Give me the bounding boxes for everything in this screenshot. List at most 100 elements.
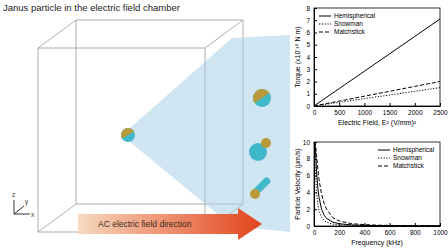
chamber-edge bbox=[76, 20, 77, 204]
legend-swatch bbox=[378, 158, 390, 159]
tick-mark bbox=[314, 57, 317, 58]
x-axis-title: Electric Field, E² (V/mm)² bbox=[338, 119, 417, 127]
tick-label: 2 bbox=[306, 78, 310, 85]
tick-label: 4 bbox=[306, 54, 310, 61]
legend-entry: Hemispherical bbox=[319, 12, 376, 20]
tick-mark bbox=[415, 103, 416, 106]
tick-mark bbox=[390, 103, 391, 106]
zoom-beam bbox=[130, 35, 290, 232]
legend-entry: Matchstick bbox=[378, 162, 424, 169]
figure: Janus particle in the electric field cha… bbox=[0, 0, 448, 252]
triad-axis bbox=[14, 200, 15, 214]
legend-entry: Matchstick bbox=[319, 28, 365, 35]
tick-label: 2500 bbox=[433, 109, 448, 116]
field-label: AC electric field direction bbox=[98, 219, 192, 229]
chamber-edge bbox=[76, 20, 243, 21]
tick: 500 bbox=[334, 103, 345, 116]
series-line bbox=[315, 150, 440, 226]
legend-entry: Snowman bbox=[319, 20, 363, 27]
tick: 2 bbox=[306, 78, 317, 85]
triad-label: y bbox=[25, 198, 29, 206]
tick-label: 6 bbox=[306, 172, 310, 179]
tick-label: 800 bbox=[410, 229, 421, 236]
legend-swatch bbox=[378, 150, 390, 151]
triad-axis bbox=[14, 214, 30, 215]
tick: 6 bbox=[306, 29, 317, 36]
tick-label: 0 bbox=[313, 229, 317, 236]
legend-swatch bbox=[319, 24, 331, 25]
axis-line bbox=[314, 143, 315, 227]
legend-swatch bbox=[319, 32, 331, 33]
tick: 2500 bbox=[433, 103, 448, 116]
tick: 7 bbox=[306, 17, 317, 24]
series-line bbox=[314, 82, 440, 107]
chamber-edge bbox=[38, 20, 76, 48]
tick: 4 bbox=[306, 189, 317, 196]
tick: 5 bbox=[306, 41, 317, 48]
tick-label: 0 bbox=[313, 109, 317, 116]
chart: 020040060080010000246810Frequency (kHz)P… bbox=[294, 139, 448, 247]
tick-mark bbox=[314, 69, 317, 70]
tick-mark bbox=[314, 8, 317, 9]
tick: 1000 bbox=[358, 103, 373, 116]
legend-label: Hemispherical bbox=[334, 12, 376, 20]
axis-triad: z yx bbox=[12, 191, 35, 218]
tick: 2000 bbox=[408, 103, 423, 116]
plot-frame bbox=[314, 8, 440, 106]
tick-label: 5 bbox=[306, 41, 310, 48]
y-axis-title: Particle Velocity (μm/s) bbox=[294, 148, 302, 219]
tick-label: 2 bbox=[306, 206, 310, 213]
matchstick-head bbox=[250, 189, 260, 199]
y-axis: 012345678 bbox=[306, 5, 317, 110]
tick-label: 4 bbox=[306, 189, 310, 196]
field-arrow bbox=[78, 208, 262, 240]
tick: 800 bbox=[410, 223, 421, 236]
tick: 3 bbox=[306, 66, 317, 73]
series-line bbox=[314, 88, 440, 106]
tick-label: 500 bbox=[334, 109, 345, 116]
tick-mark bbox=[314, 226, 317, 227]
tick-label: 1000 bbox=[358, 109, 373, 116]
axis-line bbox=[315, 226, 441, 227]
triad-label: z bbox=[12, 191, 15, 198]
tick-mark bbox=[440, 223, 441, 226]
tick-label: 600 bbox=[385, 229, 396, 236]
tick-mark bbox=[314, 94, 317, 95]
lines bbox=[314, 19, 440, 106]
legend-label: Matchstick bbox=[393, 162, 424, 169]
tick: 2 bbox=[306, 206, 317, 213]
legend-label: Snowman bbox=[334, 20, 363, 27]
series-line bbox=[315, 142, 440, 226]
tick-label: 400 bbox=[359, 229, 370, 236]
tick-label: 6 bbox=[306, 29, 310, 36]
chamber-edge bbox=[38, 48, 39, 232]
tick-label: 2000 bbox=[408, 109, 423, 116]
title: Janus particle in the electric field cha… bbox=[3, 2, 180, 13]
tick-label: 8 bbox=[306, 155, 310, 162]
legend-swatch bbox=[319, 16, 331, 17]
janus-cap bbox=[118, 125, 134, 138]
tick: 1500 bbox=[383, 103, 398, 116]
tick-label: 10 bbox=[303, 139, 311, 146]
triad-label: x bbox=[31, 211, 35, 218]
tick-label: 0 bbox=[306, 103, 310, 110]
tick-mark bbox=[364, 103, 365, 106]
chamber-edge bbox=[38, 48, 205, 49]
tick-mark bbox=[314, 45, 317, 46]
tick-mark bbox=[314, 209, 317, 210]
legend-swatch bbox=[378, 166, 390, 167]
legend-entry: Hemispherical bbox=[378, 146, 435, 154]
x-axis-title: Frequency (kHz) bbox=[351, 239, 403, 247]
tick-mark bbox=[440, 103, 441, 106]
tick-label: 8 bbox=[306, 5, 310, 12]
series-line bbox=[315, 142, 440, 226]
y-axis: 0 2 4 6 8 10 bbox=[303, 139, 317, 230]
tick: 4 bbox=[306, 54, 317, 61]
tick-label: 1000 bbox=[433, 229, 448, 236]
tick-label: 0 bbox=[306, 223, 310, 230]
lines bbox=[315, 142, 440, 226]
y-axis-title: Torque (x10⁻¹⁸ N m) bbox=[294, 26, 302, 87]
tick: 0 bbox=[306, 103, 317, 110]
legend-label: Matchstick bbox=[334, 28, 365, 35]
tick-mark bbox=[339, 103, 340, 106]
